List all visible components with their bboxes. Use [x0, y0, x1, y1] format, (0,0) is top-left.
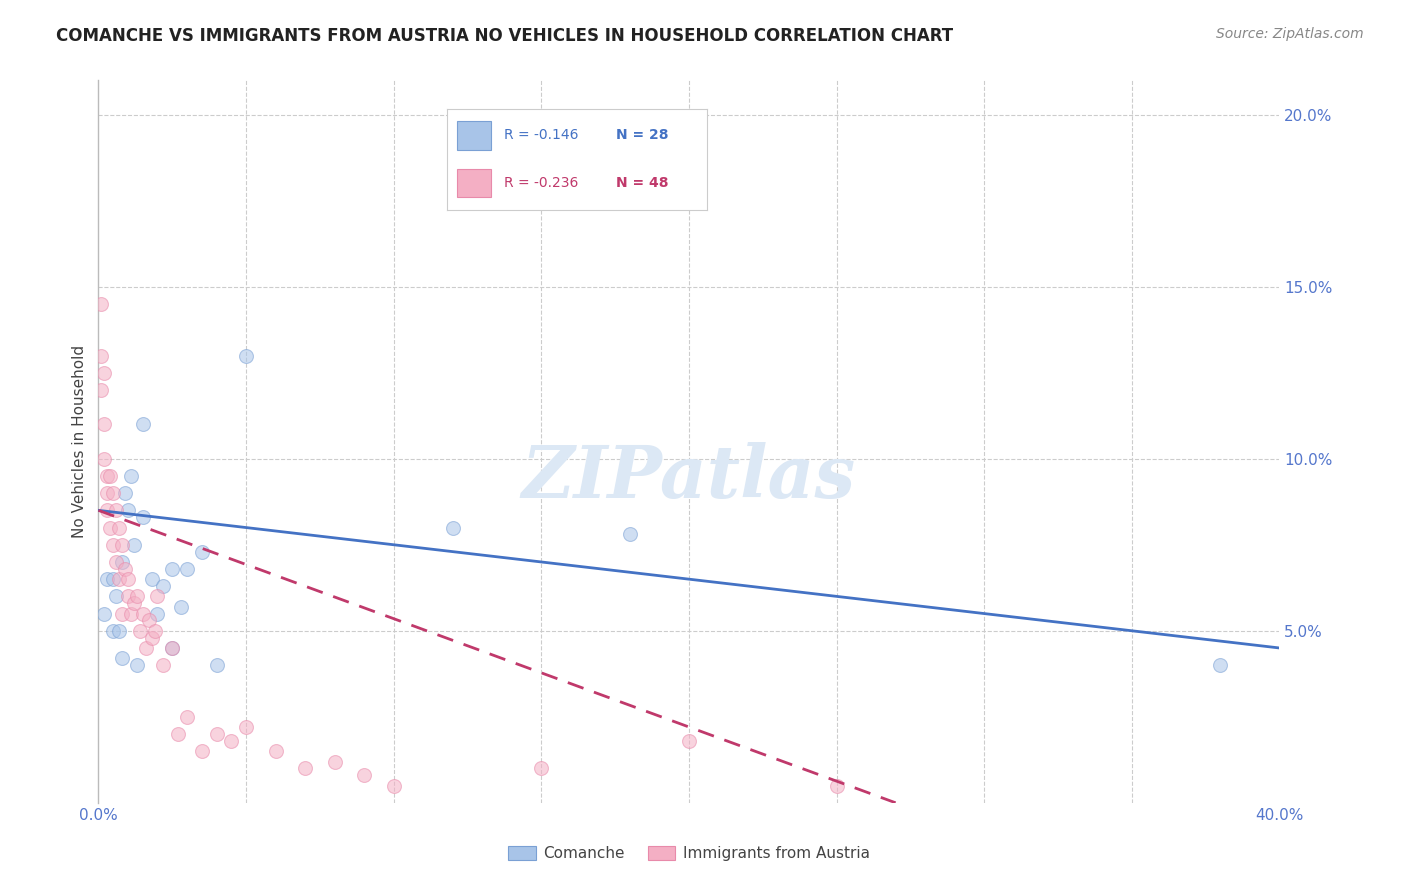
Point	[167, 727, 190, 741]
Point	[108, 572, 131, 586]
Point	[114, 562, 136, 576]
Point	[105, 555, 128, 569]
Point	[132, 607, 155, 621]
Point	[96, 469, 118, 483]
Point	[125, 590, 148, 604]
Point	[205, 658, 228, 673]
Point	[152, 579, 174, 593]
Point	[93, 607, 115, 621]
Point	[382, 779, 405, 793]
Point	[111, 538, 134, 552]
Point	[90, 383, 112, 397]
Point	[143, 624, 166, 638]
Point	[235, 349, 257, 363]
Point	[111, 651, 134, 665]
Point	[93, 366, 115, 380]
Point	[114, 486, 136, 500]
Point	[678, 734, 700, 748]
Point	[117, 590, 139, 604]
Text: ZIPatlas: ZIPatlas	[522, 442, 856, 513]
Y-axis label: No Vehicles in Household: No Vehicles in Household	[72, 345, 87, 538]
Point	[138, 614, 160, 628]
Point	[1209, 658, 1232, 673]
Point	[93, 451, 115, 466]
Point	[105, 590, 128, 604]
Point	[90, 297, 112, 311]
Point	[98, 469, 121, 483]
Point	[103, 572, 125, 586]
Point	[152, 658, 174, 673]
Point	[111, 607, 134, 621]
Point	[90, 349, 112, 363]
Point	[132, 417, 155, 432]
Point	[191, 544, 214, 558]
Text: Source: ZipAtlas.com: Source: ZipAtlas.com	[1216, 27, 1364, 41]
Point	[176, 710, 198, 724]
Point	[146, 590, 169, 604]
Point	[96, 486, 118, 500]
Point	[162, 640, 183, 655]
Point	[96, 503, 118, 517]
Point	[191, 744, 214, 758]
Point	[117, 503, 139, 517]
Point	[132, 510, 155, 524]
Point	[122, 596, 145, 610]
Legend: Comanche, Immigrants from Austria: Comanche, Immigrants from Austria	[502, 840, 876, 867]
Point	[205, 727, 228, 741]
Point	[141, 572, 163, 586]
Point	[96, 572, 118, 586]
Point	[441, 520, 464, 534]
Point	[108, 624, 131, 638]
Point	[103, 486, 125, 500]
Point	[128, 624, 150, 638]
Point	[323, 755, 346, 769]
Point	[221, 734, 243, 748]
Point	[353, 768, 375, 782]
Point	[103, 624, 125, 638]
Point	[619, 527, 641, 541]
Point	[122, 538, 145, 552]
Point	[141, 631, 163, 645]
Point	[103, 538, 125, 552]
Point	[264, 744, 287, 758]
Point	[530, 761, 553, 775]
Point	[117, 572, 139, 586]
Text: COMANCHE VS IMMIGRANTS FROM AUSTRIA NO VEHICLES IN HOUSEHOLD CORRELATION CHART: COMANCHE VS IMMIGRANTS FROM AUSTRIA NO V…	[56, 27, 953, 45]
Point	[162, 640, 183, 655]
Point	[294, 761, 316, 775]
Point	[235, 720, 257, 734]
Point	[111, 555, 134, 569]
Point	[135, 640, 157, 655]
Point	[105, 503, 128, 517]
Point	[120, 469, 142, 483]
Point	[108, 520, 131, 534]
Point	[170, 599, 193, 614]
Point	[98, 520, 121, 534]
Point	[162, 562, 183, 576]
Point	[825, 779, 848, 793]
Point	[146, 607, 169, 621]
Point	[176, 562, 198, 576]
Point	[120, 607, 142, 621]
Point	[125, 658, 148, 673]
Point	[93, 417, 115, 432]
